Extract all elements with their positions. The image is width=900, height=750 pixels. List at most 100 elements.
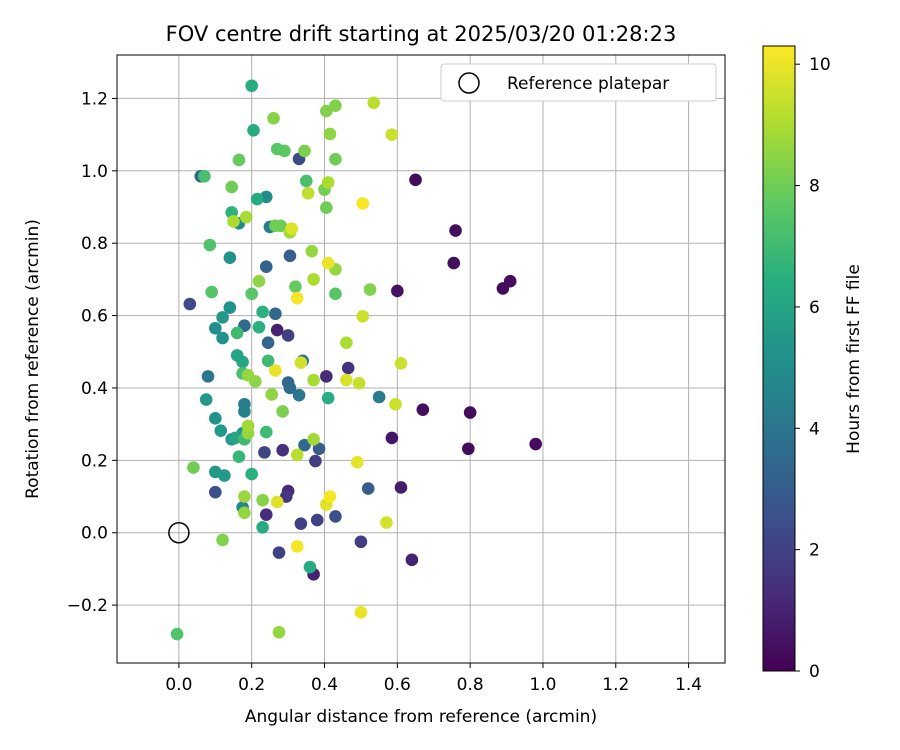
scatter-point	[227, 215, 240, 228]
legend-marker-icon	[458, 72, 480, 94]
scatter-point	[290, 448, 304, 462]
y-tick-label: −0.2	[67, 596, 108, 616]
scatter-point	[321, 176, 335, 189]
scatter-point	[354, 535, 368, 549]
scatter-point	[380, 516, 393, 529]
scatter-point	[320, 104, 333, 118]
x-tick-label: 1.0	[529, 675, 556, 695]
scatter-point	[298, 144, 311, 158]
scatter-point	[276, 443, 289, 457]
scatter-point	[250, 192, 264, 206]
scatter-point	[256, 520, 269, 534]
scatter-point	[276, 405, 289, 418]
scatter-point	[236, 355, 249, 369]
scatter-point	[199, 393, 213, 406]
grid-lines	[117, 55, 725, 663]
scatter-point	[391, 284, 404, 298]
scatter-point	[187, 461, 200, 474]
x-axis-label: Angular distance from reference (arcmin)	[245, 707, 597, 727]
scatter-point	[298, 438, 311, 452]
scatter-point	[352, 376, 366, 390]
scatter-point	[259, 260, 273, 274]
colorbar-label: Hours from first FF file	[844, 264, 864, 454]
scatter-point	[216, 331, 229, 345]
legend-label: Reference platepar	[507, 74, 669, 94]
scatter-point	[258, 446, 271, 459]
colorbar-tick-label: 10	[809, 55, 831, 75]
x-tick-label: 0.6	[384, 675, 411, 695]
scatter-point	[232, 153, 246, 167]
scatter-point	[205, 285, 218, 299]
x-tick-label: 0.0	[165, 675, 192, 695]
scatter-point	[303, 560, 317, 574]
scatter-point	[329, 152, 342, 166]
colorbar-tick-label: 2	[809, 541, 820, 561]
scatter-point	[290, 291, 304, 305]
scatter-point	[340, 336, 353, 350]
scatter-point	[447, 256, 461, 270]
scatter-point	[294, 517, 308, 530]
scatter-point	[183, 297, 197, 311]
scatter-point	[238, 405, 251, 418]
scatter-point	[241, 419, 255, 433]
scatter-point	[340, 373, 353, 387]
y-tick-label: 0.4	[81, 379, 108, 399]
scatter-point	[261, 354, 275, 368]
scatter-point	[281, 329, 295, 342]
scatter-point	[463, 406, 477, 419]
scatter-point	[462, 442, 475, 456]
x-axis-ticks: 0.0 0.2 0.4 0.6 0.8 1.0 1.2 1.4	[165, 663, 702, 695]
scatter-point	[394, 357, 408, 370]
scatter-point	[283, 249, 297, 263]
scatter-point	[320, 370, 333, 383]
y-tick-label: 0.6	[81, 307, 108, 327]
scatter-point	[270, 323, 284, 337]
scatter-point	[292, 388, 306, 402]
scatter-point	[503, 274, 517, 288]
y-tick-label: 1.0	[81, 162, 108, 182]
scatter-point	[283, 381, 297, 395]
scatter-point	[409, 173, 422, 187]
scatter-point	[290, 540, 304, 553]
scatter-point	[245, 287, 259, 301]
scatter-point	[232, 450, 246, 464]
scatter-point	[269, 307, 282, 321]
scatter-point	[259, 425, 273, 439]
scatter-point	[230, 326, 244, 340]
scatter-point	[341, 361, 355, 375]
x-tick-label: 1.2	[602, 675, 629, 695]
scatter-point	[307, 433, 320, 446]
scatter-point	[216, 311, 229, 324]
scatter-point	[267, 112, 280, 125]
scatter-point	[247, 123, 260, 137]
scatter-point	[225, 180, 238, 194]
colorbar-tick-label: 8	[809, 177, 820, 197]
y-tick-label: 0.2	[81, 451, 108, 471]
scatter-point	[218, 469, 231, 482]
scatter-point	[208, 485, 222, 499]
scatter-point	[214, 424, 228, 437]
scatter-point	[394, 481, 408, 494]
scatter-point	[269, 364, 282, 377]
scatter-point	[372, 390, 386, 404]
scatter-point	[256, 305, 269, 319]
scatter-point	[274, 219, 288, 233]
scatter-point	[208, 412, 222, 425]
scatter-point	[356, 309, 370, 323]
colorbar: 0 2 4 6 8 10 Hours from first FF file	[762, 45, 864, 682]
scatter-point	[272, 546, 286, 559]
scatter-point	[223, 301, 237, 314]
scatter-point	[385, 431, 399, 445]
x-tick-label: 0.2	[238, 675, 265, 695]
scatter-point	[259, 508, 273, 521]
y-tick-label: 1.2	[81, 89, 108, 109]
scatter-point	[238, 506, 251, 520]
scatter-point	[272, 625, 286, 639]
scatter-point	[270, 142, 284, 156]
scatter-point	[323, 490, 337, 503]
scatter-point	[529, 437, 542, 451]
y-tick-label: 0.8	[81, 234, 108, 254]
colorbar-ticks: 0 2 4 6 8 10	[795, 55, 831, 682]
scatter-point	[285, 222, 299, 236]
